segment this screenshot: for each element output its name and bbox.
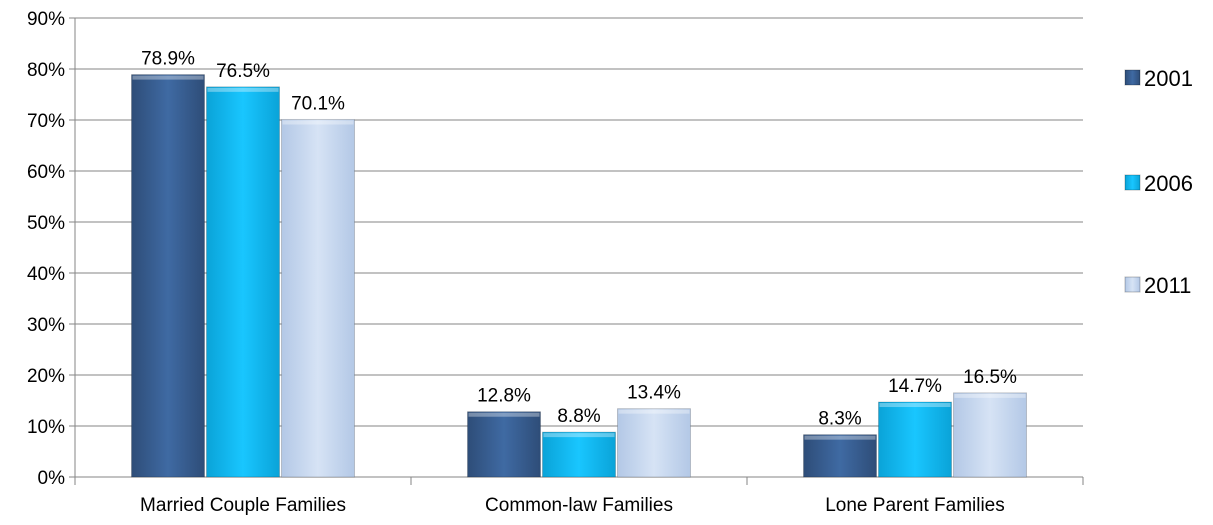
bar-2006-2 bbox=[878, 401, 952, 478]
bar-2011-1 bbox=[617, 408, 691, 478]
legend-label-2001: 2001 bbox=[1144, 66, 1193, 91]
category-label: Married Couple Families bbox=[140, 495, 346, 516]
bar-2006-0 bbox=[206, 86, 280, 478]
bar-2011-0 bbox=[281, 118, 355, 478]
data-label-2011-1: 13.4% bbox=[627, 383, 681, 404]
bar-highlight bbox=[543, 433, 615, 438]
bar-highlight bbox=[879, 403, 951, 408]
category-label: Lone Parent Families bbox=[825, 495, 1005, 516]
data-label-2006-2: 14.7% bbox=[888, 376, 942, 397]
bar-highlight bbox=[282, 120, 354, 125]
bar-2011-2 bbox=[953, 392, 1027, 478]
legend-swatch-2006 bbox=[1124, 174, 1141, 191]
bar-highlight bbox=[207, 87, 279, 92]
bar-2001-1 bbox=[467, 411, 541, 478]
bar-highlight bbox=[132, 75, 204, 80]
x-axis-category-labels: Married Couple Families Common-law Famili… bbox=[140, 495, 1005, 516]
legend-swatch-2011 bbox=[1124, 276, 1141, 293]
data-label-2006-1: 8.8% bbox=[557, 406, 600, 427]
category-label: Common-law Families bbox=[485, 495, 673, 516]
y-tick-label: 60% bbox=[27, 162, 65, 183]
data-label-2001-2: 8.3% bbox=[818, 409, 861, 430]
legend-swatch-2001 bbox=[1124, 69, 1141, 86]
legend-label-2011: 2011 bbox=[1144, 273, 1191, 298]
y-tick-label: 90% bbox=[27, 9, 65, 30]
legend: 2001 2006 2011 bbox=[1124, 66, 1193, 298]
bar-2006-1 bbox=[542, 431, 616, 478]
legend-label-2006: 2006 bbox=[1144, 171, 1193, 196]
y-tick-label: 0% bbox=[38, 468, 66, 489]
bars bbox=[131, 74, 1027, 478]
bar-highlight bbox=[804, 435, 876, 440]
y-tick-label: 50% bbox=[27, 213, 65, 234]
y-tick-label: 80% bbox=[27, 60, 65, 81]
bar-2001-0 bbox=[131, 74, 205, 478]
data-label-2001-1: 12.8% bbox=[477, 386, 531, 407]
y-tick-label: 70% bbox=[27, 111, 65, 132]
data-label-2001-0: 78.9% bbox=[141, 49, 195, 70]
y-tick-label: 40% bbox=[27, 264, 65, 285]
y-axis-tick-labels: 0% 10% 20% 30% 40% 50% 60% 70% 80% 90% bbox=[27, 9, 65, 489]
bar-highlight bbox=[954, 393, 1026, 398]
data-label-2011-2: 16.5% bbox=[963, 367, 1017, 388]
y-tick-label: 30% bbox=[27, 315, 65, 336]
bar-highlight bbox=[618, 409, 690, 414]
bar-highlight bbox=[468, 412, 540, 417]
data-labels: 78.9% 76.5% 70.1% 12.8% 8.8% 13.4% 8.3% 14.7% 16… bbox=[141, 49, 1017, 430]
bar-2001-2 bbox=[803, 434, 877, 478]
data-label-2006-0: 76.5% bbox=[216, 61, 270, 82]
y-tick-label: 10% bbox=[27, 417, 65, 438]
y-tick-label: 20% bbox=[27, 366, 65, 387]
data-label-2011-0: 70.1% bbox=[291, 93, 345, 114]
